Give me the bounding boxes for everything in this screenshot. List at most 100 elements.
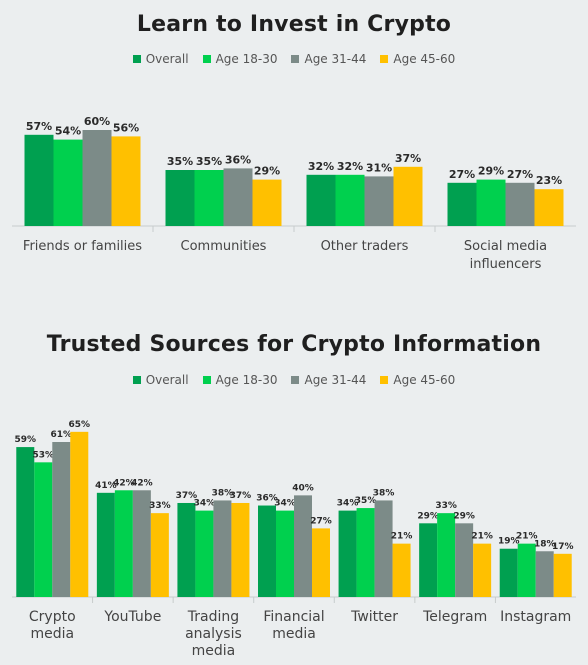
data-label: 36% — [225, 153, 251, 166]
data-label: 29% — [453, 511, 475, 521]
legend-item-age-18-30: Age 18-30 — [202, 373, 278, 387]
bar — [213, 500, 232, 597]
category-label: influencers — [470, 257, 542, 272]
bar — [419, 523, 438, 597]
data-label: 54% — [55, 125, 81, 138]
data-label: 21% — [391, 532, 413, 542]
category-label: Other traders — [321, 239, 409, 254]
bar — [476, 179, 506, 226]
data-label: 61% — [51, 430, 73, 440]
legend-label: Age 18-30 — [215, 373, 278, 387]
data-label: 56% — [113, 121, 139, 134]
data-label: 53% — [33, 450, 55, 460]
data-label: 59% — [15, 435, 37, 445]
bar — [34, 462, 53, 597]
legend-swatch — [202, 55, 211, 63]
legend-item-overall: Overall — [132, 373, 189, 387]
bar — [16, 447, 35, 597]
category-label: Social media — [464, 239, 547, 254]
bar — [374, 500, 393, 597]
bar — [258, 505, 276, 597]
data-label: 60% — [84, 115, 110, 128]
category-label: Financial — [263, 609, 324, 625]
legend-label: Age 31-44 — [304, 373, 367, 387]
data-label: 41% — [95, 481, 117, 491]
data-label: 40% — [292, 483, 314, 493]
legend-label: Age 45-60 — [393, 373, 456, 387]
bar — [111, 136, 141, 226]
data-label: 18% — [534, 539, 556, 549]
legend-item-age-31-44: Age 31-44 — [291, 52, 366, 66]
data-label: 17% — [552, 542, 574, 552]
category-label: analysis — [185, 626, 242, 642]
chart-1-title: Learn to Invest in Crypto — [136, 12, 452, 37]
legend-swatch — [132, 55, 141, 63]
data-label: 29% — [254, 165, 280, 178]
category-label: Friends or families — [23, 239, 142, 254]
legend-item-overall: Overall — [132, 52, 189, 66]
bar — [132, 490, 151, 597]
bar — [52, 442, 71, 597]
chart-1-legend: Overall Age 18-30 Age 31-44 Age 45-60 — [0, 52, 588, 66]
data-label: 36% — [256, 494, 278, 504]
bar — [517, 543, 536, 597]
bar — [312, 528, 330, 597]
legend-swatch — [132, 376, 141, 384]
legend-label: Age 45-60 — [393, 52, 456, 66]
category-label: Telegram — [422, 609, 487, 625]
bar — [335, 174, 365, 226]
category-label: Twitter — [350, 609, 398, 625]
data-label: 57% — [26, 120, 52, 133]
data-label: 29% — [417, 511, 439, 521]
data-label: 32% — [308, 160, 334, 173]
data-label: 29% — [478, 165, 504, 178]
bar — [114, 490, 133, 597]
data-label: 31% — [366, 161, 392, 174]
bar — [70, 431, 89, 597]
bar — [447, 182, 477, 226]
category-label: Instagram — [500, 609, 571, 625]
bar — [535, 551, 554, 597]
data-label: 42% — [113, 478, 135, 488]
bar — [82, 130, 112, 226]
data-label: 27% — [507, 168, 533, 181]
category-label: Crypto — [29, 609, 76, 625]
bar — [177, 502, 196, 597]
data-label: 33% — [435, 501, 457, 511]
data-label: 35% — [355, 496, 377, 506]
data-label: 33% — [149, 501, 171, 511]
data-label: 35% — [196, 155, 222, 168]
legend-item-age-31-44: Age 31-44 — [291, 373, 366, 387]
data-label: 37% — [230, 491, 252, 501]
data-label: 19% — [498, 537, 520, 547]
legend-label: Age 31-44 — [304, 52, 367, 66]
category-label: media — [30, 626, 74, 642]
category-label: media — [192, 643, 236, 659]
legend-item-age-45-60: Age 45-60 — [380, 52, 455, 66]
bar — [393, 166, 423, 226]
bar — [473, 543, 492, 597]
category-label: Communities — [181, 239, 267, 254]
bar — [165, 170, 195, 226]
category-label: Trading — [187, 609, 239, 625]
data-label: 34% — [194, 499, 216, 509]
bar — [195, 510, 214, 597]
legend-item-age-18-30: Age 18-30 — [202, 52, 278, 66]
data-label: 27% — [449, 168, 475, 181]
legend-swatch — [291, 376, 300, 384]
data-label: 27% — [310, 516, 332, 526]
data-label: 32% — [337, 160, 363, 173]
bar — [534, 189, 564, 226]
data-label: 35% — [167, 155, 193, 168]
bar — [455, 523, 474, 597]
data-label: 34% — [274, 499, 296, 509]
legend-swatch — [380, 376, 389, 384]
data-label: 65% — [69, 420, 91, 430]
category-label: media — [272, 626, 316, 642]
bar — [437, 513, 456, 597]
bar — [553, 553, 572, 597]
bar — [392, 543, 411, 597]
bar — [364, 176, 394, 226]
legend-label: Age 18-30 — [215, 52, 278, 66]
